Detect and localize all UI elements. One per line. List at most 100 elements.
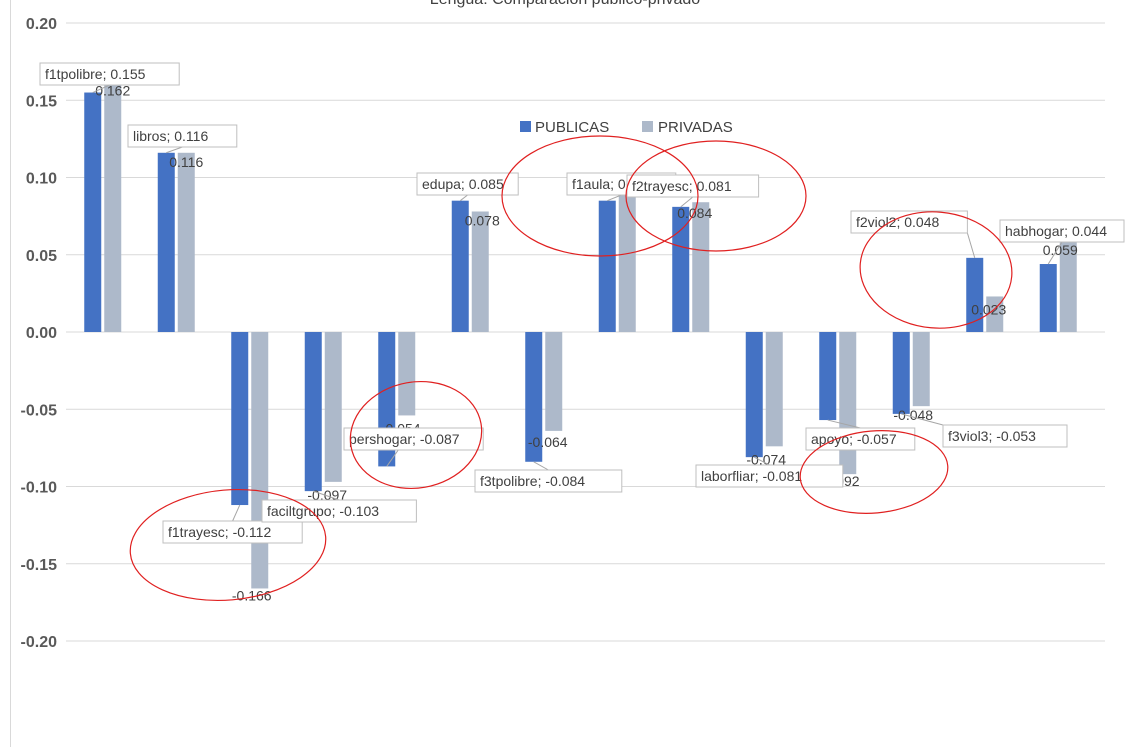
y-tick-label: 0.15 — [26, 93, 57, 110]
callout-label-pershogar: pershogar; -0.087 — [349, 431, 460, 447]
callout-leader — [533, 461, 549, 471]
highlight-circle — [625, 140, 807, 252]
callout-box — [695, 464, 844, 488]
plot-frame — [10, 0, 11, 747]
callout-label-f2viol2: f2viol2; 0.048 — [856, 214, 939, 230]
bar-publicas-f3viol3 — [892, 332, 910, 414]
callout-leader — [232, 504, 241, 522]
value-label-laborfliar: -0.074 — [746, 451, 786, 467]
callout-leader — [1047, 241, 1063, 265]
y-tick-label: -0.05 — [21, 402, 58, 419]
callout-leader — [754, 456, 770, 466]
callout-leader — [92, 84, 110, 93]
callout-label-f2trayesc: f2trayesc; 0.081 — [632, 178, 732, 194]
legend: PUBLICAS PRIVADAS — [520, 119, 733, 136]
value-label-f2viol2: 0.023 — [971, 301, 1006, 317]
callout-leader — [901, 413, 944, 426]
callout-label-f1tpolibre: f1tpolibre; 0.155 — [45, 66, 146, 82]
bar-publicas-edupa — [451, 200, 469, 332]
callout-label-edupa: edupa; 0.085 — [422, 176, 504, 192]
y-tick-label: 0.05 — [26, 248, 57, 265]
chart-title: Lengua: Comparación público-privado — [430, 0, 700, 8]
bar-publicas-habhogar — [1039, 264, 1057, 332]
bar-privadas-f2trayesc — [692, 202, 710, 332]
highlight-circle — [799, 430, 949, 514]
bar-publicas-libros — [157, 152, 175, 332]
highlight-circle — [501, 135, 699, 257]
value-label-f3tpolibre: -0.064 — [528, 434, 568, 450]
y-axis-ticks: 0.20 0.15 0.10 0.05 0.00 -0.05 -0.10 -0.15 -0.20 — [21, 16, 58, 651]
callout-box — [942, 424, 1068, 448]
y-tick-label: 0.10 — [26, 171, 57, 188]
bar-privadas-laborfliar — [765, 332, 783, 447]
callout-leader — [459, 194, 468, 202]
bar-publicas-f1tpolibre — [84, 92, 102, 333]
callout-leaders — [92, 84, 1063, 522]
callout-label-f3viol3: f3viol3; -0.053 — [948, 428, 1036, 444]
callout-label-f1trayesc: f1trayesc; -0.112 — [168, 524, 271, 540]
y-tick-label: 0.20 — [26, 16, 57, 33]
callout-leader — [827, 419, 861, 429]
y-tick-label: -0.15 — [21, 557, 58, 574]
bar-privadas-faciltgrupo — [324, 332, 342, 482]
callout-box — [416, 172, 519, 196]
callout-leader — [680, 196, 694, 208]
bar-publicas-f2trayesc — [672, 206, 690, 332]
callout-label-apoyo: apoyo; -0.057 — [811, 431, 897, 447]
value-label-f1trayesc: -0.166 — [232, 587, 272, 603]
bar-privadas-f3viol3 — [912, 332, 930, 407]
bar-publicas-laborfliar — [745, 332, 763, 458]
bar-privadas-f1tpolibre — [104, 81, 122, 333]
y-tick-label: -0.20 — [21, 634, 58, 651]
bar-privadas-f1trayesc — [251, 332, 269, 589]
bar-privadas-pershogar — [398, 332, 416, 416]
value-label-edupa: 0.078 — [465, 212, 500, 228]
y-tick-label: -0.10 — [21, 480, 58, 497]
highlight-circles — [129, 135, 1013, 602]
bar-publicas-apoyo — [819, 332, 837, 421]
highlight-circle — [859, 211, 1013, 329]
callout-box — [261, 499, 417, 523]
callout-leader — [313, 490, 340, 501]
callout-box — [343, 427, 484, 451]
bar-privadas-apoyo — [839, 332, 857, 475]
value-label-libros: 0.116 — [169, 154, 203, 170]
value-label-f2trayesc: 0.084 — [677, 205, 712, 221]
callout-box — [162, 520, 303, 544]
bar-privadas-habhogar — [1059, 240, 1077, 332]
value-label-f3viol3: -0.048 — [893, 407, 933, 423]
callout-box — [805, 427, 916, 451]
callout-label-libros: libros; 0.116 — [133, 128, 208, 144]
callout-label-f3tpolibre: f3tpolibre; -0.084 — [480, 473, 585, 489]
bar-publicas-f1aula — [598, 200, 616, 332]
callout-box — [474, 469, 623, 493]
value-label-habhogar: 0.059 — [1043, 242, 1078, 258]
callout-label-faciltgrupo: faciltgrupo; -0.103 — [267, 503, 379, 519]
bar-privadas-f3tpolibre — [545, 332, 563, 431]
callout-leader — [607, 194, 622, 202]
legend-swatch-publicas — [520, 121, 531, 132]
callout-leader — [966, 232, 976, 258]
callout-box — [39, 62, 180, 86]
legend-label-privadas: PRIVADAS — [658, 119, 733, 136]
callout-label-habhogar: habhogar; 0.044 — [1005, 223, 1107, 239]
bar-publicas-f2viol2 — [966, 257, 984, 332]
callouts: f1tpolibre; 0.155 libros; 0.116 f1trayesc;… — [39, 62, 1125, 544]
legend-label-publicas: PUBLICAS — [535, 119, 609, 136]
callout-box — [999, 219, 1125, 243]
bar-publicas-faciltgrupo — [304, 332, 322, 492]
highlight-circle — [129, 488, 327, 602]
callout-label-laborfliar: laborfliar; -0.081 — [701, 468, 802, 484]
bar-publicas-f3tpolibre — [525, 332, 543, 462]
bar-privadas-libros — [177, 152, 195, 332]
callout-leader — [166, 146, 183, 154]
bar-privadas-edupa — [471, 211, 489, 332]
legend-swatch-privadas — [642, 121, 653, 132]
y-tick-label: 0.00 — [26, 325, 57, 342]
callout-box — [850, 210, 968, 234]
callout-box — [127, 124, 238, 148]
bar-publicas-f1trayesc — [231, 332, 249, 506]
value-label-f1tpolibre: 0.162 — [95, 83, 130, 99]
